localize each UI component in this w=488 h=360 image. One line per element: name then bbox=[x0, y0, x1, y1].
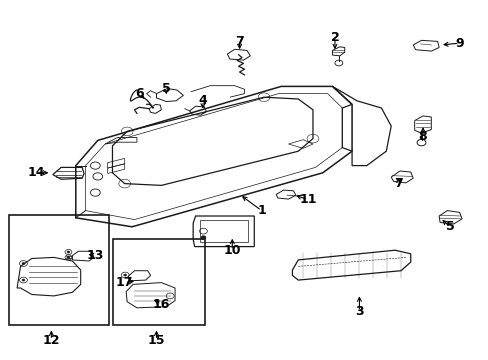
Text: 9: 9 bbox=[454, 37, 463, 50]
Text: 17: 17 bbox=[116, 276, 133, 289]
Text: 11: 11 bbox=[299, 193, 316, 206]
Text: 7: 7 bbox=[393, 177, 402, 190]
Text: 5: 5 bbox=[162, 82, 170, 95]
Text: 2: 2 bbox=[330, 31, 339, 44]
Text: 13: 13 bbox=[86, 249, 104, 262]
Text: 4: 4 bbox=[198, 94, 207, 107]
Text: 12: 12 bbox=[42, 334, 60, 347]
Bar bbox=[113, 239, 205, 325]
Text: 3: 3 bbox=[354, 305, 363, 318]
Text: 8: 8 bbox=[418, 130, 427, 143]
Circle shape bbox=[123, 274, 126, 276]
Text: 1: 1 bbox=[257, 204, 265, 217]
Text: 7: 7 bbox=[235, 35, 244, 48]
Bar bbox=[199, 220, 248, 242]
Circle shape bbox=[22, 279, 25, 281]
Text: 6: 6 bbox=[135, 87, 143, 100]
Text: 5: 5 bbox=[445, 220, 453, 233]
Circle shape bbox=[67, 251, 70, 253]
Text: 10: 10 bbox=[223, 244, 241, 257]
Circle shape bbox=[201, 236, 205, 239]
Text: 14: 14 bbox=[28, 166, 45, 179]
Circle shape bbox=[22, 262, 25, 265]
Text: 15: 15 bbox=[147, 334, 165, 347]
Text: 16: 16 bbox=[152, 298, 170, 311]
Circle shape bbox=[67, 256, 70, 258]
Bar bbox=[9, 215, 109, 325]
